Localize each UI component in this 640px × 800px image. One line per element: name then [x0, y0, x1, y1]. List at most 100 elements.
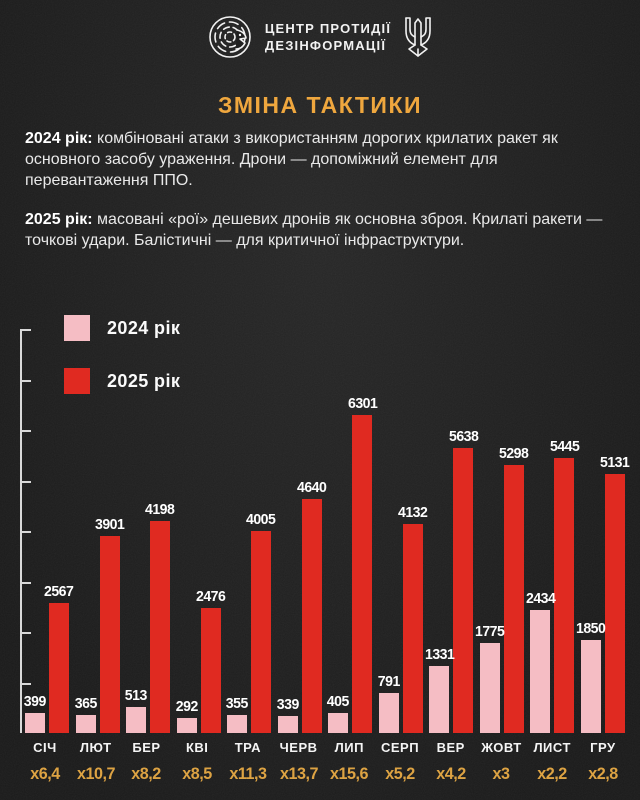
paragraph-2024-lead: 2024 рік:: [25, 130, 93, 147]
bar-2025: [200, 608, 221, 733]
bar-column: 5638: [449, 329, 478, 733]
bar-column: 1775: [475, 329, 505, 733]
y-axis-tick: [22, 581, 31, 584]
bar-column: 1850: [576, 329, 606, 733]
bar-value-label: 4132: [397, 504, 428, 521]
bar-value-label: 1775: [475, 623, 505, 640]
y-axis-tick: [22, 682, 31, 685]
bar-value-label: 5638: [448, 428, 479, 445]
month-label: ГРУ: [590, 740, 616, 755]
header: ЦЕНТР ПРОТИДІЇ ДЕЗІНФОРМАЦІЇ: [0, 14, 640, 60]
paragraph-2025-text: масовані «рої» дешевих дронів як основна…: [25, 211, 603, 249]
multiplier-label: x13,7: [279, 764, 319, 783]
bar-column: 4005: [246, 329, 276, 733]
bar-2024: [75, 715, 96, 733]
bar-column: 2434: [526, 329, 556, 733]
bar-value-label: 2567: [44, 583, 74, 600]
bar-value-label: 5298: [499, 445, 529, 462]
bar-value-label: 5131: [600, 454, 630, 471]
bar-group-ЖОВТ: 1775 5298: [475, 329, 529, 733]
bar-2024: [429, 666, 450, 733]
bar-2025: [251, 531, 272, 733]
paragraph-2024-text: комбіновані атаки з використанням дороги…: [25, 130, 558, 189]
bar-2025: [453, 448, 474, 733]
month-label: ЧЕРВ: [279, 740, 318, 755]
bar-2024: [176, 718, 197, 733]
bar-value-label: 4640: [296, 479, 327, 496]
bar-value-label: 6301: [347, 395, 377, 412]
multiplier-label: x10,7: [76, 764, 116, 783]
bar-column: 2476: [196, 329, 226, 733]
bar-column: 355: [226, 329, 249, 733]
bar-column: 365: [74, 329, 97, 733]
month-label: ЛИСТ: [533, 740, 571, 755]
multiplier-label: x5,2: [385, 764, 415, 783]
bar-group-СЕРП: 791 4132: [377, 329, 428, 733]
bar-value-label: 399: [23, 693, 47, 710]
bar-value-label: 365: [74, 695, 97, 712]
month-label: КВІ: [185, 740, 209, 755]
bar-2025: [352, 415, 373, 733]
bar-group-СІЧ: 399 2567: [23, 329, 74, 733]
bar-2024: [530, 610, 551, 733]
bar-group-ГРУ: 1850 5131: [576, 329, 630, 733]
bar-column: 399: [23, 329, 47, 733]
month-axis: СІЧ ЛЮТ БЕР КВІ ТРА ЧЕРВ ЛИП СЕРП ВЕР ЖОВТ ЛИСТ ГРУ: [20, 740, 626, 755]
bar-2024: [479, 643, 500, 733]
bar-2024: [378, 693, 399, 733]
bar-column: 3901: [95, 329, 125, 733]
brand-line1: ЦЕНТР ПРОТИДІЇ: [264, 21, 392, 36]
bar-column: 5131: [600, 329, 630, 733]
bar-column: 405: [327, 329, 350, 733]
bar-column: 339: [276, 329, 300, 733]
bar-column: 4132: [398, 329, 428, 733]
bar-value-label: 2476: [195, 588, 226, 605]
multiplier-label: x6,4: [30, 764, 60, 783]
bar-value-label: 1850: [576, 620, 606, 637]
bar-column: 4198: [145, 329, 175, 733]
bar-group-ЛИСТ: 2434 5445: [526, 329, 580, 733]
bar-group-БЕР: 513 4198: [125, 329, 175, 733]
multiplier-label: x2,2: [537, 764, 567, 783]
paragraph-2024: 2024 рік: комбіновані атаки з використан…: [25, 128, 617, 191]
bar-group-ЧЕРВ: 339 4640: [276, 329, 327, 733]
month-label: СЕРП: [380, 740, 420, 755]
bar-2024: [126, 707, 147, 733]
month-label: ЛЮТ: [79, 740, 112, 755]
y-axis-tick: [22, 632, 31, 634]
legend-label-2024: 2024 рік: [107, 317, 181, 338]
bar-group-ЛЮТ: 365 3901: [74, 329, 125, 733]
bar-value-label: 339: [276, 696, 300, 713]
y-axis-tick: [22, 430, 31, 432]
bar-value-label: 791: [377, 673, 401, 690]
bar-column: 1331: [425, 329, 454, 733]
y-axis-tick: [22, 379, 31, 382]
bar-2025: [554, 458, 575, 733]
bar-column: 6301: [347, 329, 377, 733]
y-axis-tick: [22, 480, 31, 483]
bar-group-КВІ: 292 2476: [176, 329, 226, 733]
multiplier-label: x2,8: [588, 764, 618, 783]
legend-item-2024: 2024 рік: [64, 315, 180, 341]
month-label: ЛИП: [334, 740, 364, 755]
bar-2025: [503, 465, 524, 733]
multiplier-row: x6,4 x10,7 x8,2 x8,5 x11,3 x13,7 x15,6 x5,2 x4,2…: [20, 764, 626, 784]
month-label: ЖОВТ: [481, 740, 522, 755]
y-axis-tick: [22, 531, 31, 533]
legend-swatch-2025: [64, 368, 90, 394]
bar-value-label: 4005: [246, 511, 276, 528]
multiplier-label: x8,2: [131, 764, 162, 783]
page-title: ЗМІНА ТАКТИКИ: [217, 92, 423, 118]
bar-group-ВЕР: 1331 5638: [425, 329, 478, 733]
multiplier-label: x15,6: [330, 764, 369, 783]
bar-value-label: 405: [327, 693, 350, 710]
bar-2024: [277, 716, 298, 733]
month-label: ВЕР: [436, 740, 465, 755]
paragraph-2025: 2025 рік: масовані «рої» дешевих дронів …: [25, 209, 617, 251]
trident-icon: [405, 17, 431, 57]
multiplier-label: x4,2: [435, 764, 466, 783]
bar-group-ЛИП: 405 6301: [327, 329, 377, 733]
bar-column: 5445: [550, 329, 580, 733]
legend-label-2025: 2025 рік: [107, 370, 181, 391]
